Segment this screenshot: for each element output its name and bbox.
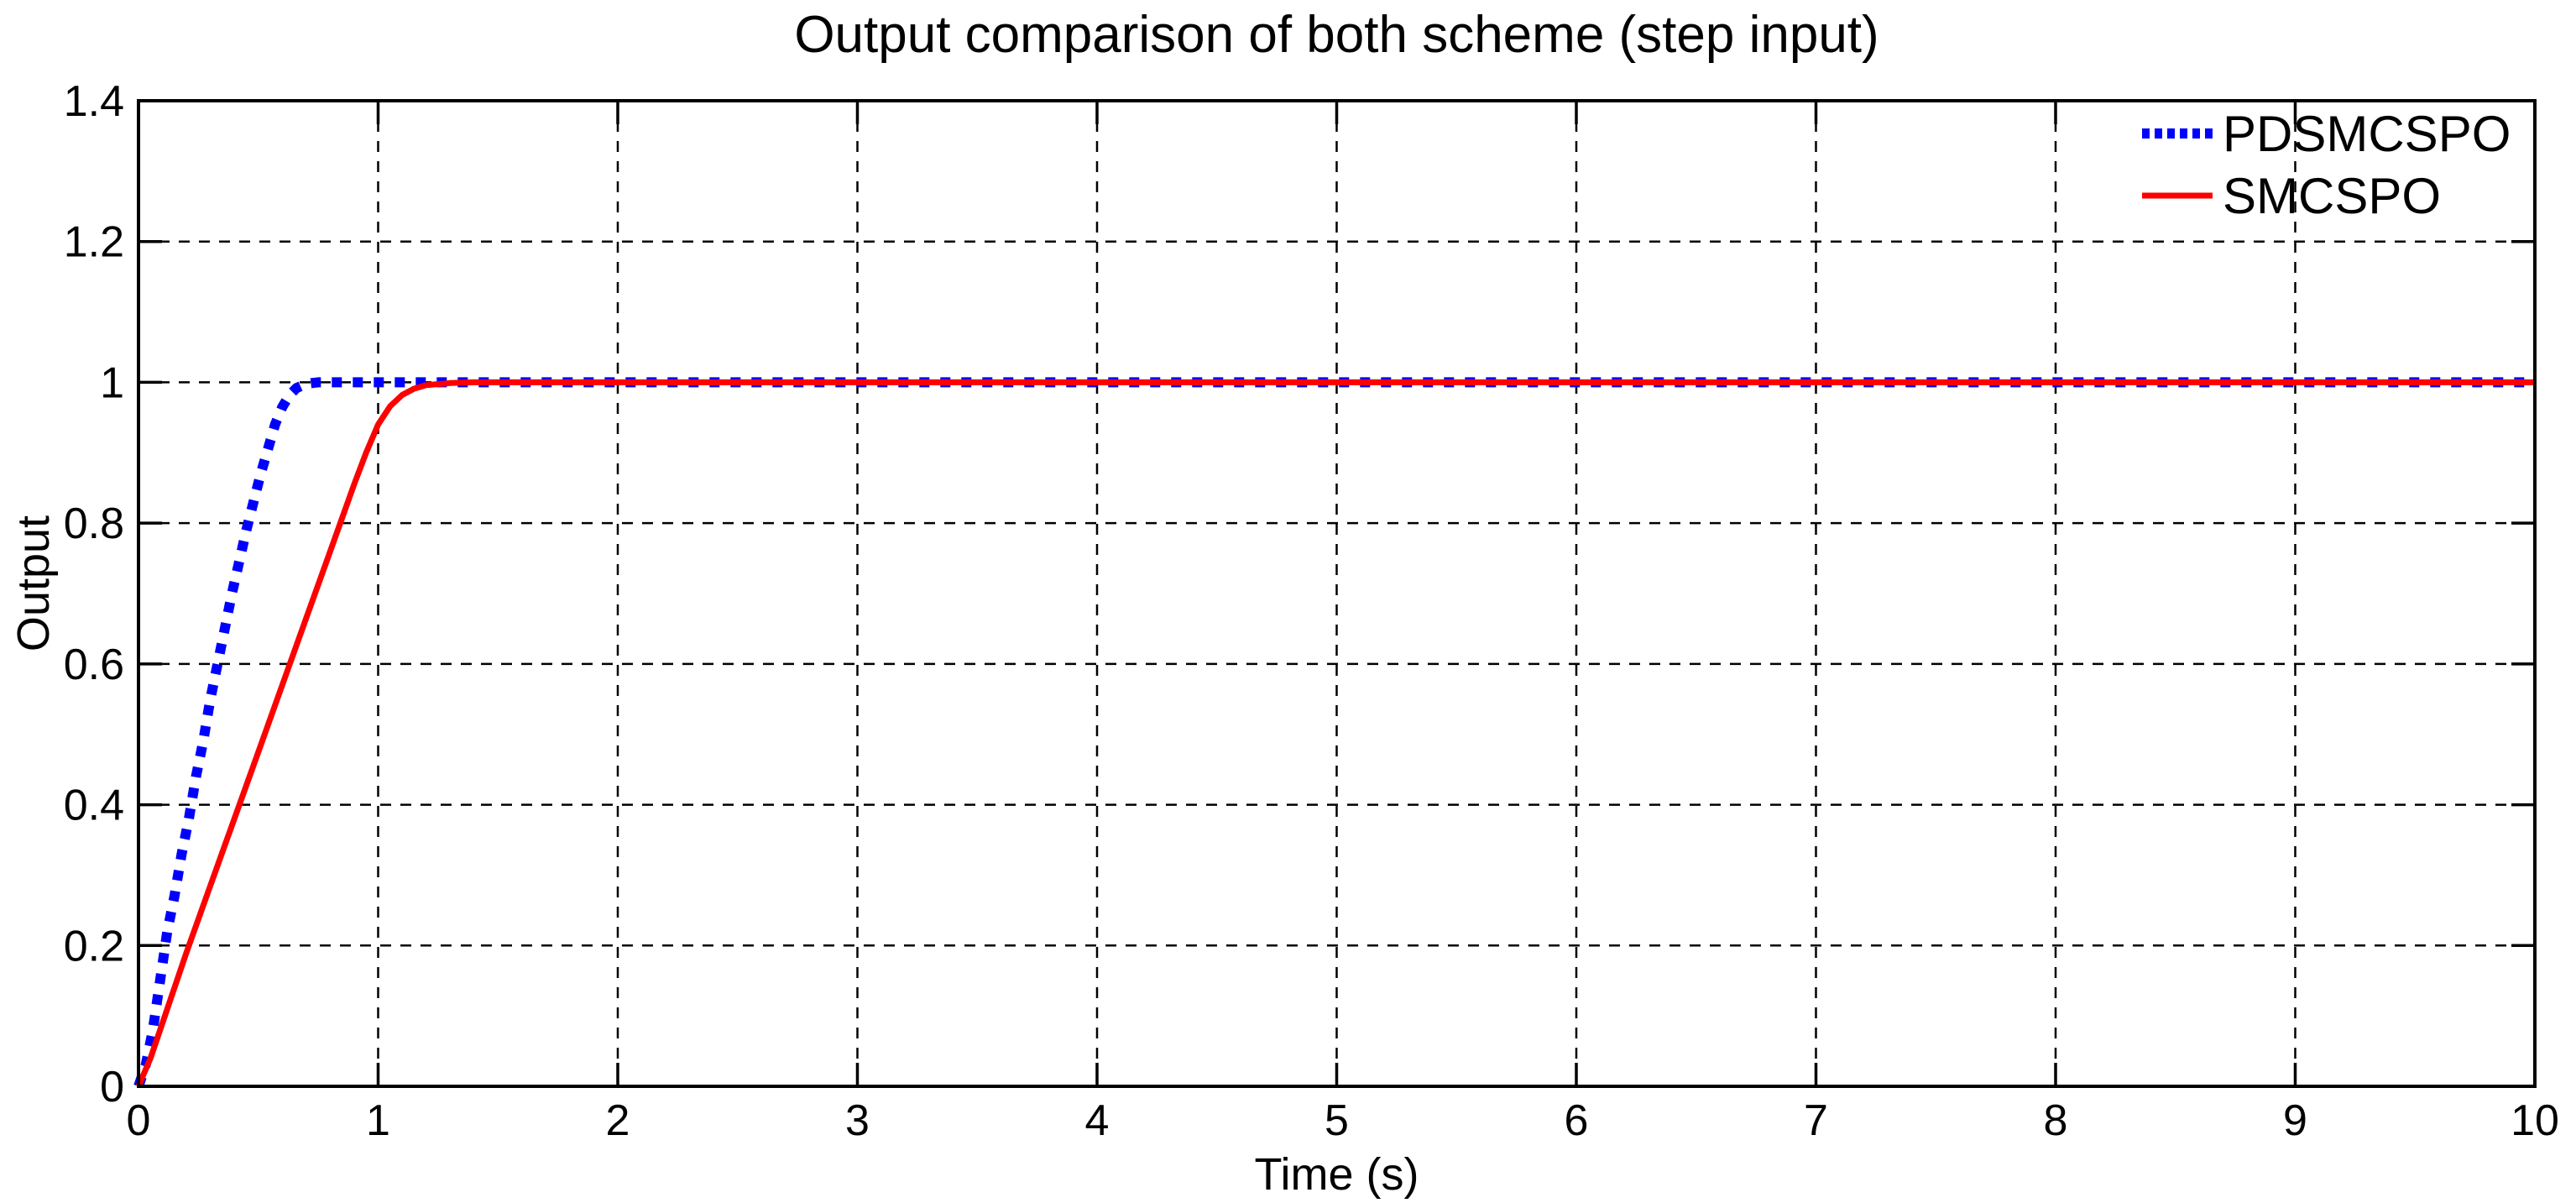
y-tick-label: 0.8 [64,500,124,548]
x-axis-label: Time (s) [1254,1149,1419,1200]
legend-row-pdsmcspo: PDSMCSPO [2142,105,2511,162]
x-tick-label: 2 [606,1096,630,1145]
chart-title: Output comparison of both scheme (step i… [794,6,1879,64]
x-tick-label: 10 [2511,1096,2559,1145]
plot-border [137,99,2537,1088]
x-tick-label: 7 [1804,1096,1828,1145]
y-tick-label: 0.4 [64,782,124,830]
x-tick-label: 4 [1085,1096,1110,1145]
y-tick-label: 0.2 [64,922,124,970]
x-tick-label: 5 [1325,1096,1349,1145]
x-tick-label: 0 [127,1096,151,1145]
x-tick-label: 8 [2044,1096,2068,1145]
legend-marker-dotted [2142,128,2213,139]
legend-label-smcspo: SMCSPO [2223,167,2442,224]
x-tick-label: 9 [2283,1096,2307,1145]
x-tick-label: 6 [1565,1096,1589,1145]
y-tick-label: 1.2 [64,218,124,267]
y-axis-label: Output [8,515,59,652]
series-line-smcspo [135,379,2535,1088]
legend-marker-solid [2142,192,2213,199]
x-tick-label: 3 [845,1096,870,1145]
legend-label-pdsmcspo: PDSMCSPO [2223,105,2511,162]
y-tick-label: 0 [100,1063,124,1111]
y-tick-label: 1 [100,358,124,407]
legend-row-smcspo: SMCSPO [2142,167,2511,224]
legend: PDSMCSPO SMCSPO [2142,105,2511,224]
x-tick-label: 1 [366,1096,390,1145]
y-tick-label: 0.6 [64,641,124,689]
y-tick-label: 1.4 [64,77,124,126]
